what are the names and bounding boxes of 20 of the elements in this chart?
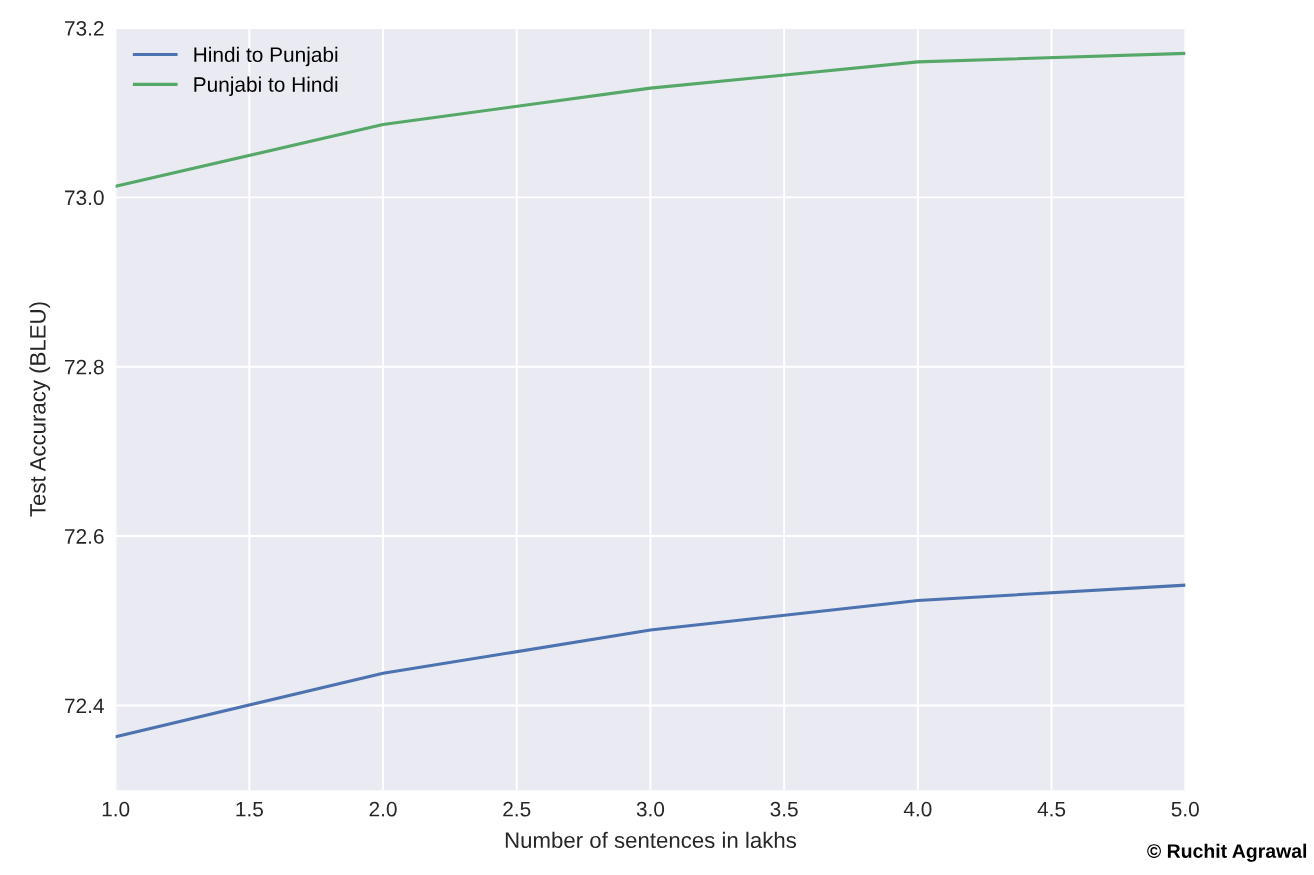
x-tick-label: 2.0 [369,801,397,817]
x-tick-label: 2.5 [503,801,531,817]
x-tick-label: 5.0 [1171,801,1199,817]
x-tick-label: 1.0 [102,801,130,817]
x-tick-label: 3.5 [770,801,798,817]
text: © Ruchit Agrawal [1147,843,1307,862]
x-tick-label: 4.0 [903,801,932,817]
y-tick-label: 72.8 [65,359,104,375]
x-tick-label: 1.5 [236,802,263,817]
y-tick-label: 72.4 [65,698,104,713]
legend-label: Hindi to Punjabi [194,46,338,67]
x-axis-title: Number of sentences in lakhs [505,831,797,849]
line-series [115,583,1186,739]
y-tick-label: 73.2 [65,21,104,36]
legend-label: Punjabi to Hindi [194,76,338,97]
x-tick-label: 4.5 [1037,802,1066,817]
x-tick-label: 3.0 [636,801,665,817]
y-axis-title: Test Accuracy (BLEU) [29,302,51,517]
y-tick-label: 72.6 [65,529,104,544]
y-tick-label: 73.0 [65,190,104,206]
